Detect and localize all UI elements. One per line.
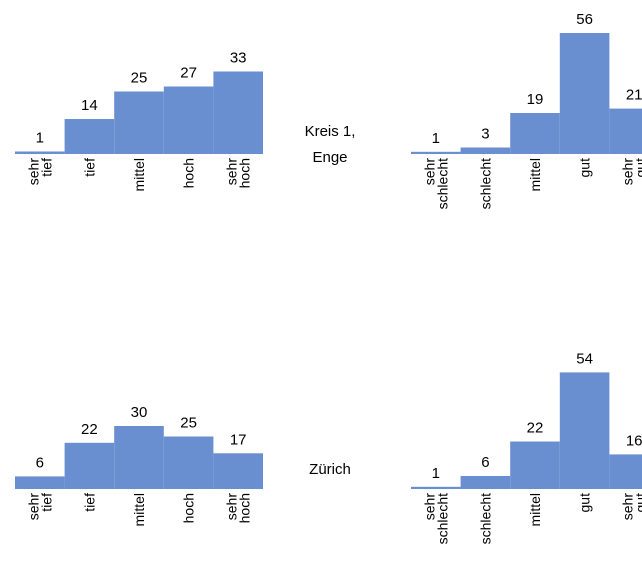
bar	[559, 33, 610, 154]
data-label: 21	[626, 87, 642, 104]
tick-label: gut	[577, 493, 593, 513]
region-labels: Kreis 1, Enge Zürich	[305, 123, 356, 478]
bar	[64, 119, 115, 154]
bar	[163, 86, 214, 154]
tick-label: tief	[81, 493, 97, 512]
tick-label: sehr	[224, 493, 240, 521]
bar	[114, 91, 164, 154]
tick-label: mittel	[131, 493, 147, 526]
bar	[163, 436, 214, 489]
bar	[213, 71, 263, 154]
tick-label: sehr	[224, 158, 240, 186]
tick-label: hoch	[181, 158, 197, 188]
data-label: 25	[131, 70, 148, 87]
data-label: 1	[432, 130, 440, 147]
tick-label: sehr	[620, 493, 636, 521]
data-label: 1	[432, 465, 440, 482]
tick-label: sehr	[25, 158, 41, 186]
tick-label: schlecht	[477, 158, 493, 209]
bar	[460, 476, 511, 489]
data-label: 6	[36, 454, 44, 471]
tick-label: gut	[633, 493, 642, 513]
data-label: 33	[230, 50, 247, 67]
bar	[609, 454, 642, 489]
region-label: Kreis 1,	[305, 123, 356, 140]
tick-label: tief	[38, 493, 54, 512]
tick-label: schlecht	[434, 158, 450, 209]
data-label: 16	[626, 432, 642, 449]
tick-label: gut	[633, 158, 642, 178]
tick-label: gut	[577, 158, 593, 178]
tick-label: hoch	[237, 493, 253, 523]
data-label: 1	[36, 130, 44, 147]
tick-label: tief	[38, 158, 54, 177]
data-label: 30	[131, 404, 148, 421]
bar	[64, 442, 115, 489]
tick-label: schlecht	[434, 493, 450, 544]
tick-label: sehr	[421, 493, 437, 521]
region-label: Zürich	[309, 461, 351, 478]
bar	[213, 453, 263, 489]
data-label: 22	[527, 420, 544, 437]
bar	[15, 151, 65, 154]
bar	[15, 476, 65, 489]
data-label: 14	[81, 97, 98, 114]
bar	[114, 426, 164, 489]
histogram-kreis1-right: 1sehrschlecht3schlecht19mittel56gut21seh…	[411, 11, 642, 209]
histogram-zurich-right: 1sehrschlecht6schlecht22mittel54gut16seh…	[411, 350, 642, 544]
tick-label: sehr	[421, 158, 437, 186]
bar	[411, 486, 461, 489]
bar	[510, 441, 560, 489]
tick-label: sehr	[620, 158, 636, 186]
bar	[411, 151, 461, 154]
tick-label: mittel	[527, 158, 543, 191]
data-label: 25	[180, 415, 197, 432]
bar	[460, 147, 511, 154]
region-label: Enge	[312, 149, 347, 166]
bar	[559, 372, 610, 489]
data-label: 54	[576, 350, 593, 367]
data-label: 3	[481, 126, 489, 143]
data-label: 17	[230, 431, 247, 448]
tick-label: tief	[81, 158, 97, 177]
data-label: 27	[180, 65, 197, 82]
bar	[510, 113, 560, 154]
tick-label: hoch	[237, 158, 253, 188]
data-label: 56	[576, 11, 593, 28]
tick-label: hoch	[181, 493, 197, 523]
data-label: 6	[481, 454, 489, 471]
data-label: 22	[81, 421, 98, 438]
data-label: 19	[527, 91, 544, 108]
tick-label: mittel	[131, 158, 147, 191]
bar	[609, 108, 642, 154]
tick-label: schlecht	[477, 493, 493, 544]
tick-label: sehr	[25, 493, 41, 521]
tick-label: mittel	[527, 493, 543, 526]
